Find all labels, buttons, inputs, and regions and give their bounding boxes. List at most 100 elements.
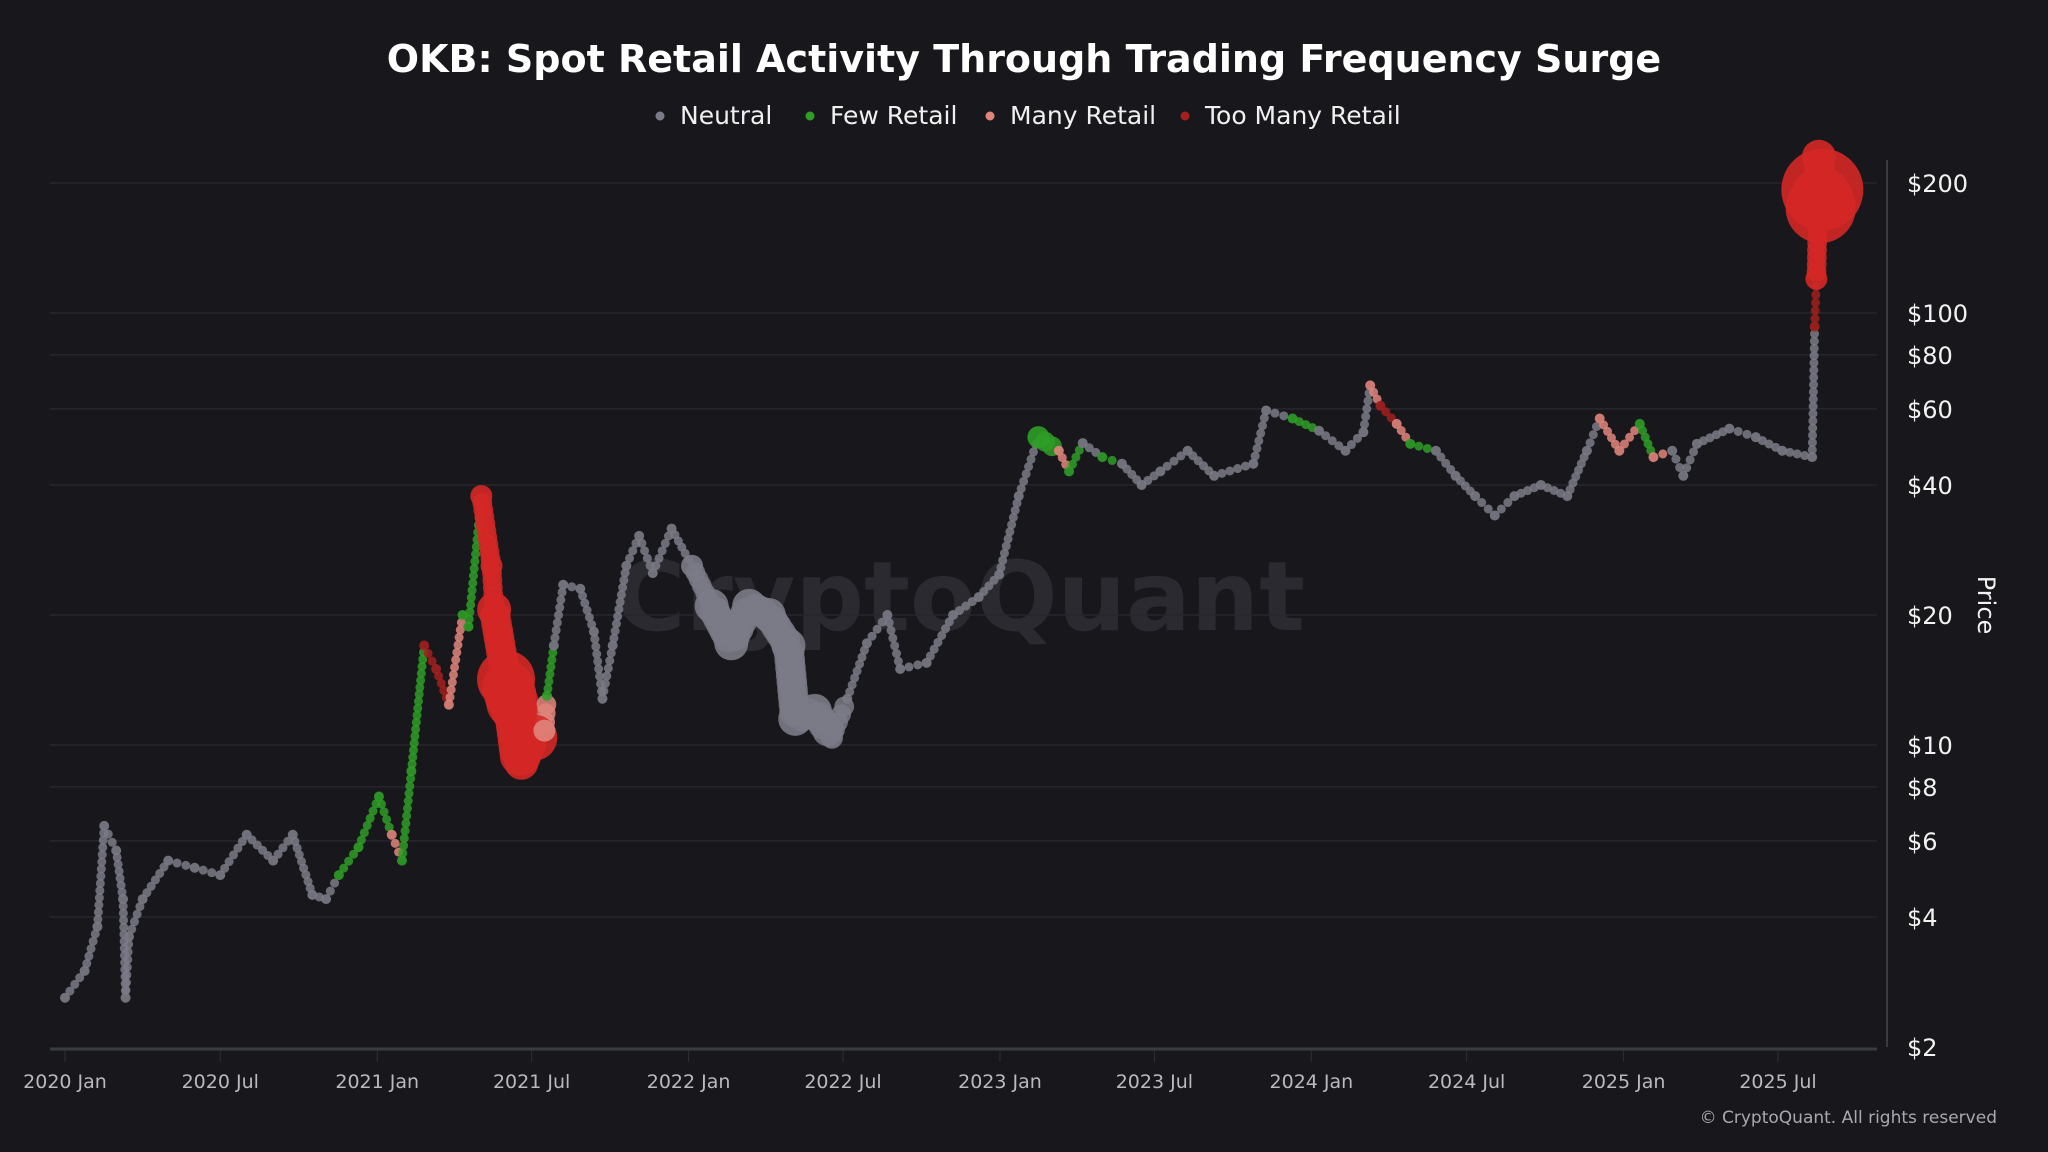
scatter-point xyxy=(694,588,729,623)
scatter-point xyxy=(443,699,454,710)
scatter-point-fill xyxy=(84,951,94,961)
scatter-point xyxy=(1594,413,1605,424)
scatter-point-fill xyxy=(418,654,428,664)
scatter-point-fill xyxy=(1256,428,1266,438)
scatter-point-fill xyxy=(122,970,132,980)
legend-item[interactable]: Too Many Retail xyxy=(1204,101,1401,130)
scatter-point-fill xyxy=(609,633,619,643)
scatter-point-fill xyxy=(467,585,477,595)
scatter-point-fill xyxy=(1689,447,1699,457)
scatter-point-fill xyxy=(471,549,481,559)
scatter-point xyxy=(1634,418,1645,429)
scatter-point-fill xyxy=(592,649,602,659)
scatter-point-fill xyxy=(615,597,625,607)
scatter-point-fill xyxy=(384,822,394,832)
scatter-point xyxy=(321,894,332,905)
scatter-point-fill xyxy=(356,835,366,845)
scatter-point-fill xyxy=(233,843,243,853)
legend-marker-T xyxy=(1180,111,1190,121)
scatter-point-fill xyxy=(411,724,421,734)
scatter-point xyxy=(1581,445,1592,456)
scatter-point-fill xyxy=(1441,458,1451,468)
scatter-point-fill xyxy=(1010,505,1020,515)
y-axis-label: Price xyxy=(1972,576,2000,635)
scatter-point xyxy=(307,889,318,900)
scatter-point xyxy=(431,663,442,674)
scatter-point xyxy=(189,862,200,873)
y-tick-label: $200 xyxy=(1907,170,1968,198)
scatter-point xyxy=(634,530,645,541)
scatter-point-fill xyxy=(466,600,476,610)
scatter-point-fill xyxy=(408,752,418,762)
scatter-point-fill xyxy=(1800,451,1810,461)
scatter-point-fill xyxy=(1809,343,1819,353)
scatter-point-fill xyxy=(855,659,865,669)
scatter-point-fill xyxy=(1346,440,1356,450)
scatter-point xyxy=(666,523,677,534)
scatter-point-fill xyxy=(872,624,882,634)
scatter-point-fill xyxy=(95,886,105,896)
scatter-point-fill xyxy=(1019,476,1029,486)
scatter-point xyxy=(353,842,364,853)
legend-item[interactable]: Many Retail xyxy=(1010,101,1156,130)
scatter-point xyxy=(541,690,552,701)
scatter-point-fill xyxy=(1071,452,1081,462)
scatter-point-fill xyxy=(1810,329,1820,339)
scatter-point-fill xyxy=(1809,358,1819,368)
scatter-point-fill xyxy=(452,647,462,657)
scatter-point-fill xyxy=(1658,449,1668,459)
scatter-point xyxy=(607,640,618,651)
legend-item[interactable]: Few Retail xyxy=(830,101,957,130)
scatter-point xyxy=(118,894,129,905)
scatter-point-fill xyxy=(400,826,410,836)
scatter-point-fill xyxy=(119,922,129,932)
scatter-point-fill xyxy=(65,986,75,996)
scatter-point-fill xyxy=(344,856,354,866)
scatter-point-fill xyxy=(603,663,613,673)
scatter-point-fill xyxy=(536,694,557,715)
scatter-point-fill xyxy=(1496,504,1506,514)
scatter-point-fill xyxy=(416,675,426,685)
scatter-point-fill xyxy=(1792,449,1802,459)
scatter-point xyxy=(477,592,512,627)
scatter-point-fill xyxy=(550,633,560,643)
scatter-point-fill xyxy=(450,662,460,672)
scatter-point-fill xyxy=(555,603,565,613)
scatter-point-fill xyxy=(379,807,389,817)
scatter-point-fill xyxy=(119,915,129,925)
scatter-point-fill xyxy=(600,679,610,689)
scatter-point-fill xyxy=(70,979,80,989)
scatter-point-fill xyxy=(1809,372,1819,382)
x-tick-label: 2024 Jan xyxy=(1270,1071,1354,1093)
scatter-point xyxy=(137,894,148,905)
scatter-point-fill xyxy=(594,664,604,674)
scatter-point-fill xyxy=(1361,412,1371,422)
scatter-point xyxy=(1358,427,1369,438)
scatter-point xyxy=(470,485,493,508)
legend-item[interactable]: Neutral xyxy=(680,101,772,130)
scatter-point-fill xyxy=(1026,454,1036,464)
y-tick-label: $10 xyxy=(1907,732,1953,760)
scatter-point-fill xyxy=(417,661,427,671)
scatter-point xyxy=(1136,479,1147,490)
scatter-point xyxy=(588,626,599,637)
scatter-point-fill xyxy=(468,578,478,588)
scatter-point-fill xyxy=(455,625,465,635)
scatter-point xyxy=(1375,400,1386,411)
y-tick-label: $8 xyxy=(1907,774,1938,802)
scatter-point-fill xyxy=(877,617,887,627)
scatter-point-fill xyxy=(556,595,566,605)
scatter-point-fill xyxy=(172,858,182,868)
scatter-point-fill xyxy=(614,604,624,614)
scatter-point-fill xyxy=(1606,433,1616,443)
scatter-point-fill xyxy=(1321,431,1331,441)
scatter-point xyxy=(714,626,749,661)
scatter-point-fill xyxy=(124,939,134,949)
scatter-point xyxy=(973,592,984,603)
legend-marker-M xyxy=(985,111,995,121)
scatter-point-fill xyxy=(1024,462,1034,472)
scatter-point xyxy=(111,845,122,856)
scatter-point-fill xyxy=(1685,455,1695,465)
scatter-point-fill xyxy=(1254,436,1264,446)
